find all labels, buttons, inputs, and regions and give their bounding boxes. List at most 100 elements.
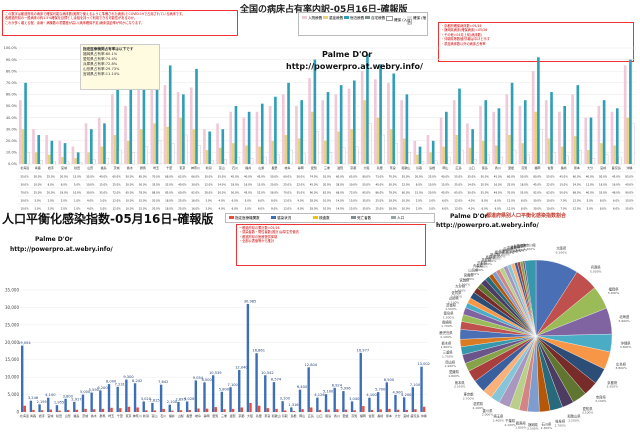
x-tick-label: 岩手 [48,165,54,170]
bar [245,145,248,164]
table-cell: 50.0% [126,175,135,179]
sticky-line: 福岡県占有率:80.1% [83,52,118,56]
table-cell: 65.0% [349,175,358,179]
table-cell: 45.0% [441,191,450,195]
table-cell: 5.0% [74,183,81,187]
bar [145,410,148,412]
table-cell: 18.0% [231,183,240,187]
bar [342,147,346,165]
table-cell: 5.0% [100,199,107,203]
data-label: 9,300 [123,375,134,379]
bar [55,405,59,412]
table-cell: 60.0% [112,175,121,179]
table-cell: 6.0% [495,199,502,203]
table-cell: 20.0% [415,175,424,179]
table-cell: 60.0% [283,175,292,179]
x-tick-label: 新潟 [143,413,149,418]
bar [370,409,374,412]
bar [260,103,264,164]
bar [563,106,566,164]
pie-watermark-url: http://powerpro.at.webry.info/ [436,222,539,229]
bar [197,145,201,165]
table-cell: 85.0% [165,191,174,195]
x-tick-label: 佐賀 [369,413,375,418]
table-cell: 28.0% [205,191,214,195]
table-cell: 40.0% [244,175,253,179]
bar [111,94,114,164]
table-cell: 8.0% [481,207,488,211]
bar [131,152,135,165]
table-cell: 20.0% [428,191,437,195]
table-cell: 50.0% [270,175,279,179]
x-tick-label: 青森 [35,165,41,170]
table-cell: 18.0% [389,199,398,203]
data-label: 3,040 [349,397,360,401]
bar [49,409,53,412]
y-tick-label: 5,000 [8,392,20,397]
bar [125,379,128,412]
table-cell: 1.0% [74,207,81,211]
pie-slices-group [459,259,613,413]
table-cell: 25.0% [454,183,463,187]
bar [602,100,606,164]
bar [150,82,154,164]
table-cell: 35.0% [468,175,477,179]
pie-label: 福島県 [495,250,506,255]
table-cell: 28.0% [310,207,319,211]
pie-label: 兵庫県 [591,265,602,270]
table-cell: 60.0% [178,191,187,195]
pie-percent: 2.300% [541,426,553,430]
x-tick-label: 群馬 [99,413,105,418]
y-tick-label: 100.0% [4,46,18,50]
table-cell: 14.0% [336,207,345,211]
table-cell: 18.0% [520,183,529,187]
bar [274,96,277,164]
bar [103,123,106,164]
bar [394,142,398,165]
pie-percent: 5.000% [608,291,620,295]
bar [422,406,426,412]
bar [615,108,619,164]
bar [39,160,43,165]
bar [460,149,464,165]
data-label: 2,100 [167,400,178,404]
table-cell: 70.0% [389,175,398,179]
table-cell: 40.0% [586,191,595,195]
bar [310,111,314,164]
table-cell: 7.0% [560,199,567,203]
bar [40,410,44,412]
bar [137,88,140,164]
table-cell: 10.0% [402,207,411,211]
bar [420,366,423,412]
sticky-line: 愛知県占有率:74.4% [83,57,118,61]
pie-label: 神奈川県 [523,242,537,247]
table-cell: 12.0% [283,207,292,211]
bar [505,94,509,164]
table-cell: 55.0% [599,191,608,195]
bar [284,135,288,164]
bar [38,404,41,412]
table-cell: 30.0% [86,191,95,195]
table-cell: 15.0% [139,199,148,203]
bottom-data-labels: 19,054 北海道 3,246 青森 2,195 岩手 4,100 宮城 1,955 秋田 3,8… [18,299,430,418]
x-tick-label: 千葉 [166,165,172,170]
pie-label: 佐賀県 [452,290,463,295]
data-label: 8,574 [271,378,282,382]
x-tick-label: 山口 [469,165,475,170]
bar [268,106,272,164]
bar [531,71,535,164]
pie-percent: 5.600% [618,319,630,323]
bar [119,408,122,412]
bar [321,100,325,164]
bar [23,405,26,412]
data-label: 7,842 [158,380,168,384]
table-cell: 5.0% [587,207,594,211]
table-cell: 9.0% [297,199,304,203]
table-cell: 2.0% [416,199,423,203]
note-line: ・都道府県の医療提供体制 [239,234,278,239]
bar [67,409,70,412]
table-cell: 12.0% [205,183,214,187]
table-cell: 40.0% [586,175,595,179]
bar [197,408,200,412]
x-tick-label: 長崎 [561,165,567,170]
